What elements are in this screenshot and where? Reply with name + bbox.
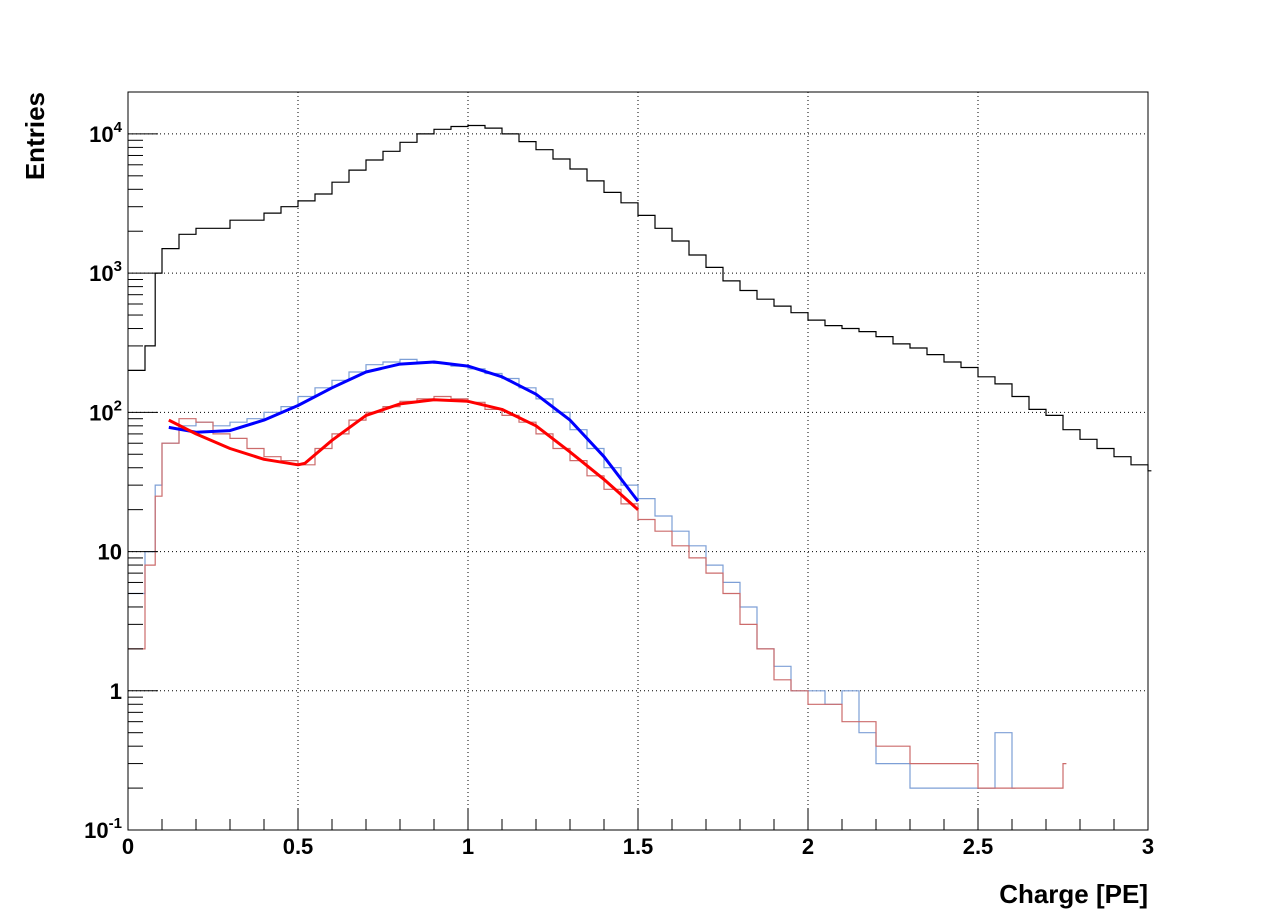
- y-tick-label: 103: [89, 258, 122, 286]
- y-tick-label: 1: [110, 679, 122, 704]
- x-tick-label: 0: [122, 834, 134, 859]
- blue-fit-curve: [168, 360, 640, 503]
- x-tick-label: 1.5: [623, 834, 654, 859]
- y-tick-label: 104: [89, 119, 122, 147]
- x-axis-title: Charge [PE]: [999, 879, 1148, 909]
- y-tick-label: 102: [89, 397, 122, 425]
- x-tick-label: 1: [462, 834, 474, 859]
- series-layer: [128, 124, 1152, 789]
- x-tick-label: 3: [1142, 834, 1154, 859]
- total-histogram: [128, 124, 1152, 472]
- x-tick-labels: 0 0.5 1 1.5 2 2.5 3: [122, 834, 1154, 859]
- y-tick-label: 10-1: [84, 815, 122, 843]
- y-tick-label: 10: [98, 540, 122, 565]
- y-tick-labels: 10-1 1 10 102 103 104: [84, 119, 122, 843]
- y-axis-title: Entries: [20, 92, 50, 180]
- red-hist-histogram: [128, 395, 1067, 789]
- x-tick-label: 2: [802, 834, 814, 859]
- x-tick-label: 0.5: [283, 834, 314, 859]
- red-fit-curve: [168, 398, 639, 511]
- ticks-layer: [127, 91, 1149, 831]
- x-tick-label: 2.5: [963, 834, 994, 859]
